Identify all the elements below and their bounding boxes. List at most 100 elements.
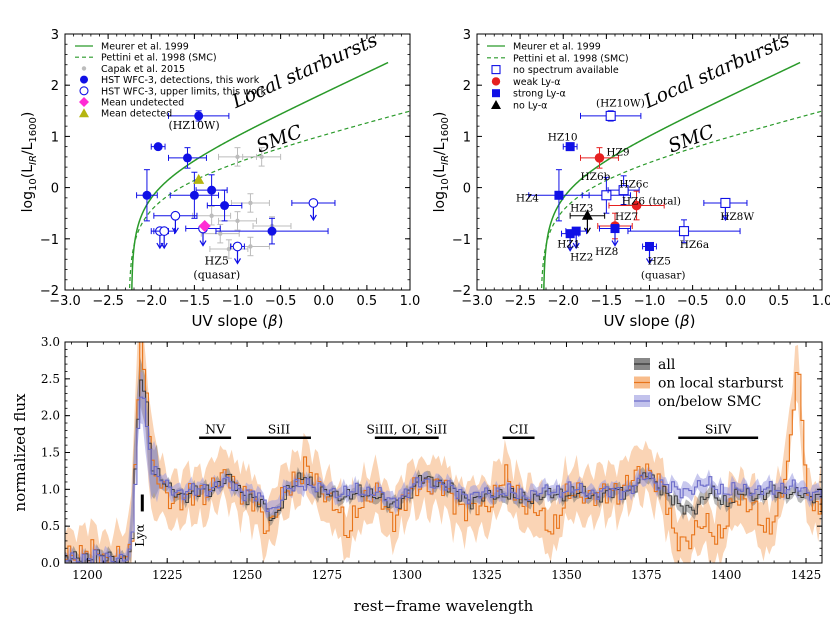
plot-layer-back [65, 342, 821, 563]
point-no-spectrum [720, 197, 731, 209]
upper-limit-point [159, 226, 170, 236]
legend-swatch-no-lya [491, 100, 501, 109]
axes: −3.0 −2.5 −2.0 −1.5 −1.0 −0.5 0.0 0.5 1.0 −2 −1 0 1 2… [20, 28, 420, 330]
legend-label: on/below SMC [658, 394, 761, 410]
detection-point [142, 190, 152, 200]
legend-label: HST WFC-3, upper limits, this work [101, 86, 267, 97]
x-tick-label: −0.5 [677, 294, 709, 309]
legend-label: HST WFC-3, detections, this work [101, 75, 260, 86]
capak-point [248, 244, 253, 249]
legend-label: no Ly-α [513, 101, 547, 112]
legend-label: weak Ly-α [513, 77, 561, 88]
ylabel-log: log [20, 191, 36, 212]
x-tick-label: 1275 [312, 568, 343, 582]
point-label: (HZ10W) [596, 98, 645, 110]
upper-limit-2-arrowhead [160, 242, 168, 250]
panel-top-left: (HZ10W) HZ5 (quasar) Local starbursts SMC −3… [20, 28, 420, 330]
plot-layer [65, 342, 822, 563]
ylabel-paren: ) [432, 112, 448, 117]
point-label: HZ6 (total) [622, 195, 681, 207]
upper-limit-point [308, 198, 319, 208]
point-weak-lya [631, 200, 642, 211]
legend-label: strong Ly-α [513, 89, 566, 100]
legend-label: Pettini et al. 1998 (SMC) [513, 53, 629, 64]
point-label: HZ6b [581, 171, 611, 183]
legend-swatch-mean-undetected [79, 97, 89, 107]
line-label: NV [205, 421, 226, 436]
plot-layer [136, 110, 336, 265]
x-axis-label-beta: β [679, 312, 690, 330]
x-tick-label: 0.5 [769, 294, 790, 309]
meurer-curve [543, 61, 801, 290]
x-axis-label-beta: β [267, 312, 278, 330]
y-tick-label: 3.0 [41, 335, 60, 349]
plot-layer-back [128, 61, 410, 290]
detection-point [267, 226, 277, 236]
capak-point [226, 246, 232, 252]
point-strong-lya [565, 229, 575, 239]
y-tick-label: 0 [463, 182, 471, 197]
ylabel-slash: /L [20, 142, 36, 155]
x-tick-label: −1.0 [222, 294, 254, 309]
curves [540, 61, 822, 290]
point-label: HZ2 [570, 251, 593, 263]
x-tick-label: 1250 [232, 568, 263, 582]
point-9-arrowhead [566, 245, 574, 252]
legend-swatch-strong [492, 89, 500, 98]
detection-point [207, 185, 217, 195]
x-axis-label-paren: ) [278, 312, 284, 330]
point-no-lya [581, 209, 593, 220]
y-tick-label: 3 [463, 28, 471, 43]
x-tick-label: 1225 [152, 568, 183, 582]
point-label: HZ1 [557, 239, 580, 251]
legend-label: Pettini et al. 1998 (SMC) [101, 53, 217, 64]
y-tick-label: −1 [40, 233, 59, 248]
series-line-on-local-starburst [65, 342, 822, 563]
x-tick-label: −1.0 [634, 294, 666, 309]
x-tick-label: 1200 [72, 568, 103, 582]
x-tick-label: 1400 [711, 568, 742, 582]
x-tick-label: 0.5 [357, 294, 378, 309]
legend-swatch-capak [81, 66, 87, 71]
x-tick-label: −2.0 [135, 294, 167, 309]
point-strong-lya [565, 142, 575, 152]
y-tick-label: −2 [40, 284, 59, 299]
y-tick-label: 1.0 [41, 482, 60, 496]
point-strong-lya [610, 224, 620, 234]
series-line-on-below-SMC [65, 396, 822, 563]
legend-swatch-weak [491, 77, 501, 86]
legend-label: Mean detected [101, 109, 172, 120]
y-tick-label: 1.5 [41, 446, 60, 460]
legend-swatch-upper [79, 86, 89, 96]
curve-label-smc: SMC [665, 121, 717, 158]
detection-point [182, 153, 192, 163]
y-axis-label: log10(LIR/L1600) [432, 112, 451, 213]
capak-point [235, 218, 240, 224]
mean-undetected-marker [198, 220, 211, 232]
x-tick-label: 1325 [471, 568, 502, 582]
error-band-on-local-starburst [65, 342, 821, 563]
point-label: HZ4 [516, 192, 539, 204]
line-label-lya: Lyα [133, 524, 147, 547]
y-tick-label: 2.5 [41, 372, 60, 386]
error-band-on-below-SMC [65, 371, 821, 563]
point-12-arrowhead [645, 258, 654, 265]
y-tick-label: 0 [51, 182, 59, 197]
x-axis-label-paren: ) [690, 312, 696, 330]
x-tick-label: 1425 [791, 568, 822, 582]
x-tick-label: 0.0 [313, 294, 334, 309]
x-axis-label: UV slope (β) [192, 312, 284, 330]
mean-detected-marker [193, 173, 205, 184]
x-tick-label: 1.0 [812, 294, 830, 309]
line-label: SiIV [705, 421, 732, 436]
capak-point [248, 200, 253, 206]
legend-label: Mean undetected [101, 98, 184, 109]
y-tick-label: 3 [51, 28, 59, 43]
x-tick-label: 1375 [631, 568, 662, 582]
curve-label-local-starbursts: Local starbursts [640, 29, 793, 113]
curve-label-local-starbursts: Local starbursts [228, 29, 381, 113]
y-axis-label: log10(LIR/L1600) [20, 112, 39, 213]
series-line-all [65, 379, 822, 563]
